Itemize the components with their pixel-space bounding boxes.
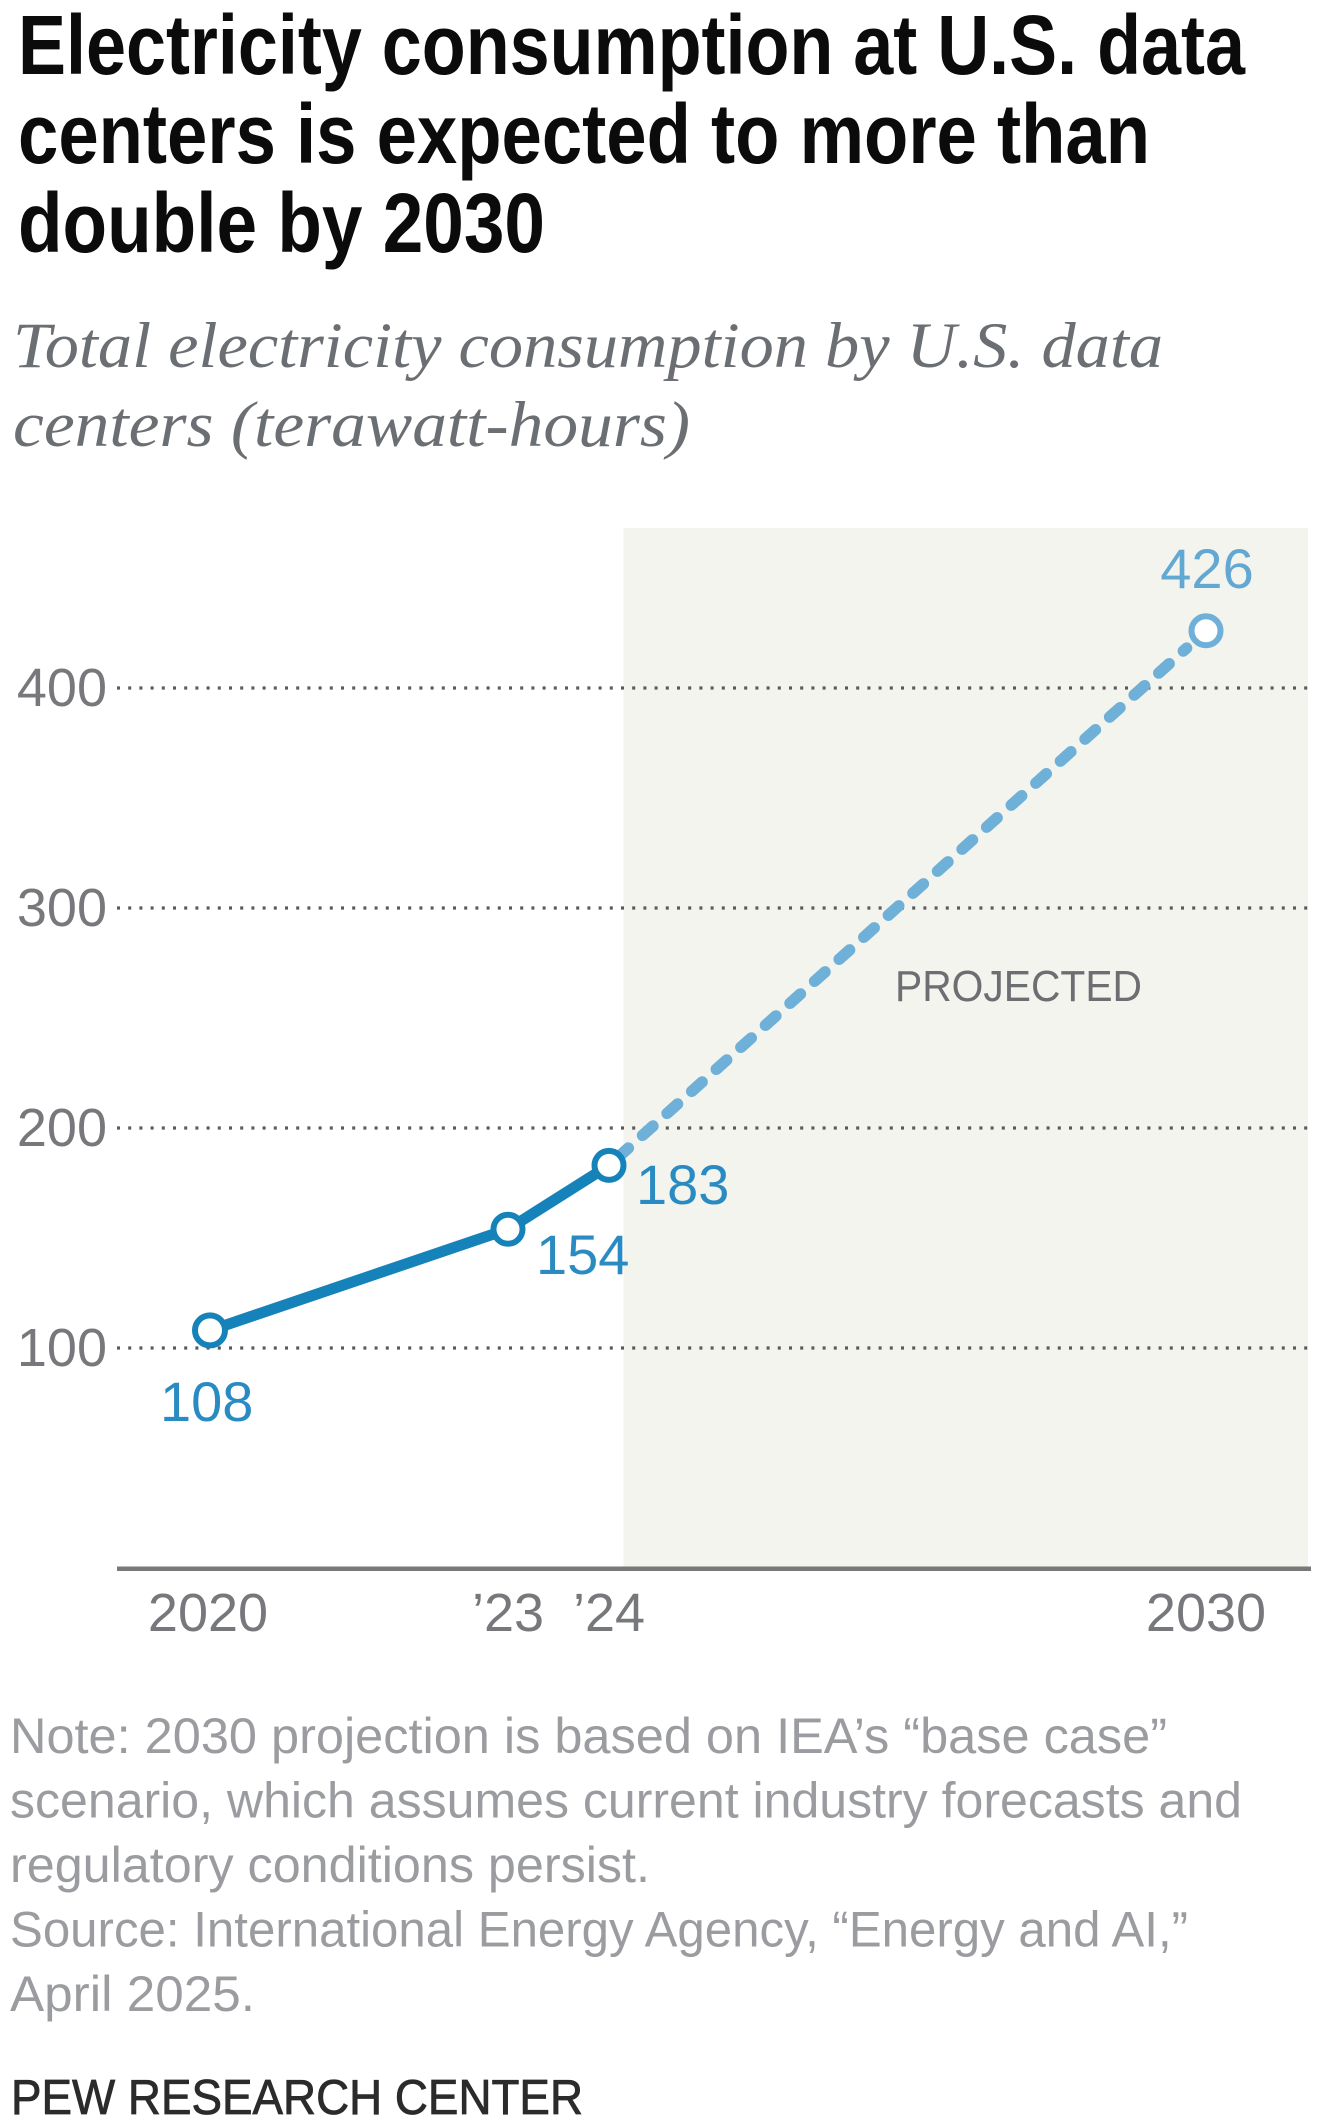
svg-text:183: 183: [636, 1153, 729, 1216]
svg-text:Total electricity consumption: Total electricity consumption by U.S. da…: [13, 310, 1163, 382]
svg-text:’23: ’23: [472, 1583, 544, 1643]
svg-text:100: 100: [17, 1318, 107, 1378]
svg-text:centers is expected to more th: centers is expected to more than: [18, 87, 1150, 181]
svg-text:400: 400: [17, 658, 107, 718]
svg-text:PROJECTED: PROJECTED: [895, 962, 1142, 1011]
svg-text:double by 2030: double by 2030: [18, 176, 545, 270]
svg-text:Electricity consumption at U.S: Electricity consumption at U.S. data: [18, 0, 1246, 92]
svg-text:’24: ’24: [573, 1583, 645, 1643]
svg-text:centers (terawatt-hours): centers (terawatt-hours): [13, 389, 690, 461]
svg-text:scenario, which assumes curren: scenario, which assumes current industry…: [10, 1773, 1242, 1829]
svg-text:Source: International Energy A: Source: International Energy Agency, “En…: [10, 1902, 1188, 1958]
svg-text:regulatory conditions persist.: regulatory conditions persist.: [10, 1837, 650, 1893]
svg-text:PEW RESEARCH CENTER: PEW RESEARCH CENTER: [11, 2071, 583, 2122]
svg-text:426: 426: [1160, 537, 1253, 600]
svg-text:154: 154: [536, 1223, 629, 1286]
svg-text:April 2025.: April 2025.: [10, 1966, 255, 2022]
svg-text:2020: 2020: [148, 1583, 268, 1643]
svg-text:300: 300: [17, 878, 107, 938]
svg-text:108: 108: [160, 1370, 253, 1433]
svg-text:Note: 2030 projection is based: Note: 2030 projection is based on IEA’s …: [10, 1708, 1167, 1764]
svg-text:200: 200: [17, 1098, 107, 1158]
svg-text:2030: 2030: [1146, 1583, 1266, 1643]
